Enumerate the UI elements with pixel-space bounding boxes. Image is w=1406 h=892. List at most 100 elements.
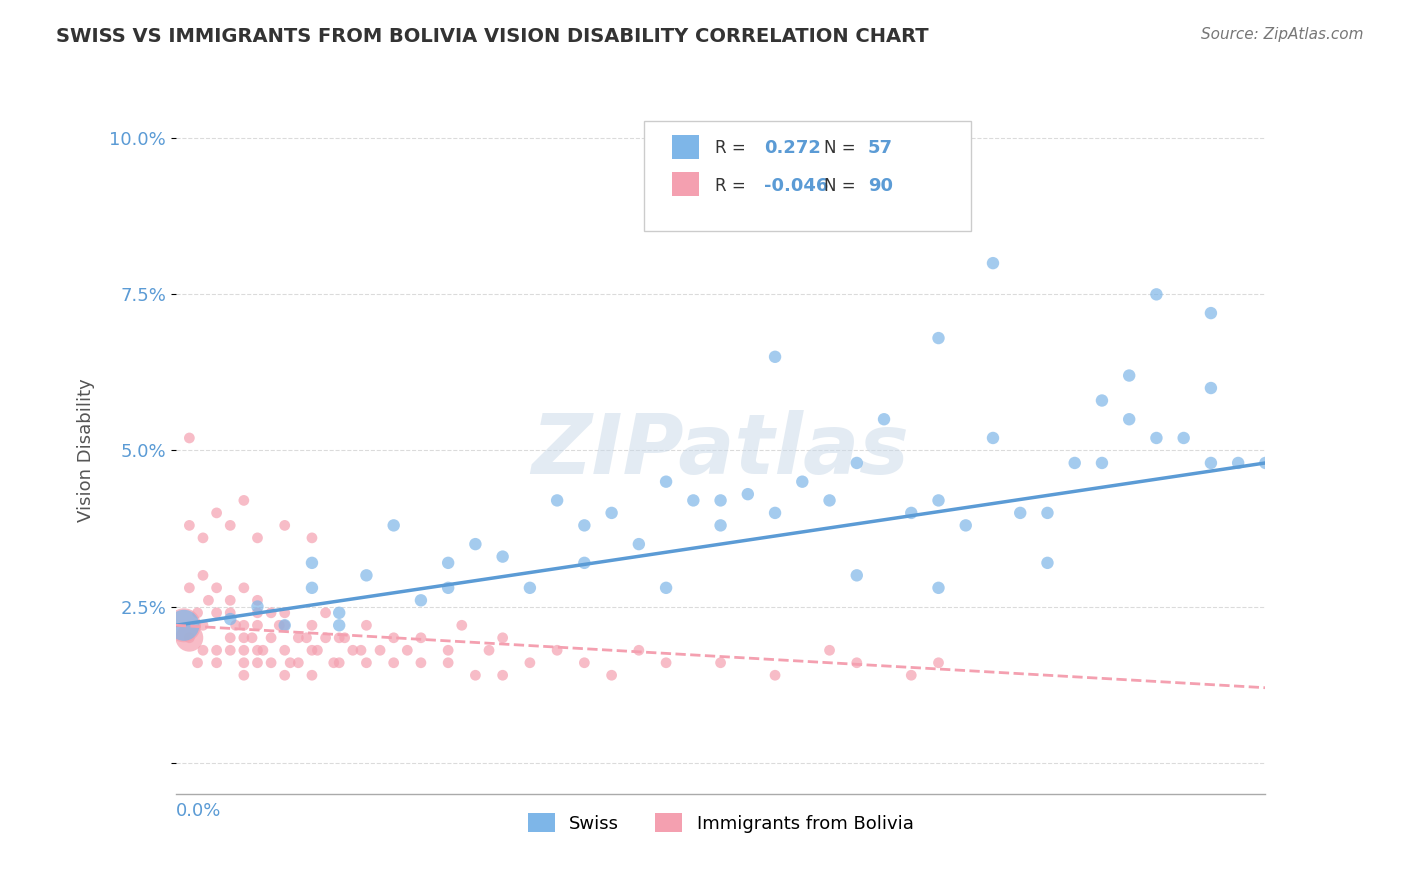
Point xyxy=(356,568,378,582)
Point xyxy=(322,656,344,670)
Point xyxy=(382,656,405,670)
Point xyxy=(225,618,247,632)
Point xyxy=(437,556,460,570)
Point xyxy=(205,506,228,520)
Point xyxy=(763,350,786,364)
Point xyxy=(1144,431,1167,445)
Point xyxy=(1091,393,1114,408)
Point xyxy=(260,606,283,620)
Point xyxy=(205,606,228,620)
Point xyxy=(464,537,486,551)
Point xyxy=(382,518,405,533)
Text: R =: R = xyxy=(716,177,745,195)
Point xyxy=(478,643,501,657)
Point xyxy=(260,631,283,645)
Point xyxy=(574,556,596,570)
Point xyxy=(301,668,323,682)
Point xyxy=(240,631,263,645)
Point xyxy=(219,593,242,607)
Point xyxy=(845,656,868,670)
Point xyxy=(191,568,214,582)
Text: R =: R = xyxy=(716,139,745,157)
Point xyxy=(1199,306,1222,320)
Point xyxy=(737,487,759,501)
Point xyxy=(627,537,650,551)
Point xyxy=(1173,431,1195,445)
Point xyxy=(1118,368,1140,383)
Point xyxy=(232,493,254,508)
Point xyxy=(1199,381,1222,395)
Point xyxy=(232,656,254,670)
Point xyxy=(382,631,405,645)
Text: N =: N = xyxy=(824,139,856,157)
Point xyxy=(682,493,704,508)
Text: N =: N = xyxy=(824,177,856,195)
Point xyxy=(1118,412,1140,426)
Point xyxy=(246,531,269,545)
Point xyxy=(710,656,733,670)
Point xyxy=(246,599,269,614)
Point xyxy=(655,581,678,595)
Point xyxy=(627,643,650,657)
Point xyxy=(301,556,323,570)
Point xyxy=(356,618,378,632)
Point xyxy=(232,643,254,657)
Point xyxy=(274,618,297,632)
Point xyxy=(274,518,297,533)
Point xyxy=(981,431,1004,445)
Point xyxy=(763,506,786,520)
Point xyxy=(287,631,309,645)
Point xyxy=(246,656,269,670)
Point xyxy=(301,531,323,545)
Point xyxy=(655,656,678,670)
Point xyxy=(492,668,515,682)
Point xyxy=(219,606,242,620)
Point xyxy=(350,643,373,657)
Point xyxy=(260,656,283,670)
Point xyxy=(368,643,391,657)
Point xyxy=(600,506,623,520)
Point xyxy=(710,493,733,508)
Point xyxy=(328,606,350,620)
Point xyxy=(219,612,242,626)
Point xyxy=(232,618,254,632)
Point xyxy=(315,606,337,620)
Point xyxy=(269,618,291,632)
Point xyxy=(1091,456,1114,470)
Point xyxy=(464,668,486,682)
Point xyxy=(1036,506,1059,520)
Point xyxy=(437,656,460,670)
Point xyxy=(232,631,254,645)
Point xyxy=(274,606,297,620)
Point xyxy=(1227,456,1250,470)
Point xyxy=(900,668,922,682)
Point xyxy=(928,493,950,508)
Text: 0.0%: 0.0% xyxy=(176,802,221,820)
Point xyxy=(232,668,254,682)
Point xyxy=(437,643,460,657)
Point xyxy=(710,518,733,533)
Point xyxy=(328,631,350,645)
Point xyxy=(246,618,269,632)
FancyBboxPatch shape xyxy=(644,120,972,231)
Point xyxy=(845,568,868,582)
Point xyxy=(928,656,950,670)
Point xyxy=(186,656,209,670)
Point xyxy=(763,668,786,682)
Point xyxy=(179,431,201,445)
Point xyxy=(600,668,623,682)
Point xyxy=(1010,506,1032,520)
Point xyxy=(409,593,432,607)
Text: Source: ZipAtlas.com: Source: ZipAtlas.com xyxy=(1201,27,1364,42)
Point xyxy=(307,643,329,657)
Point xyxy=(437,581,460,595)
Point xyxy=(546,493,568,508)
Point xyxy=(1309,443,1331,458)
Point xyxy=(246,643,269,657)
Point xyxy=(818,643,841,657)
Text: ZIPatlas: ZIPatlas xyxy=(531,410,910,491)
Point xyxy=(205,643,228,657)
Point xyxy=(301,581,323,595)
Point xyxy=(173,618,195,632)
Point xyxy=(186,606,209,620)
